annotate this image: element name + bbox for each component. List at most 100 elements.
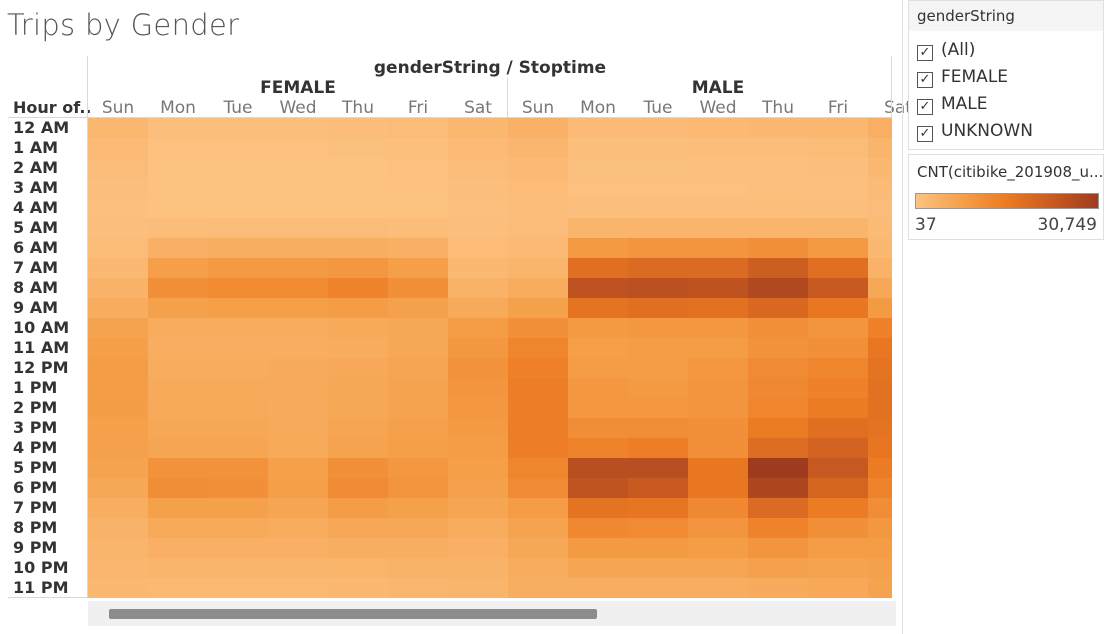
heatmap-cell[interactable] — [388, 298, 448, 318]
heatmap-cell[interactable] — [148, 498, 208, 518]
heatmap-cell[interactable] — [568, 438, 628, 458]
heatmap-cell[interactable] — [868, 398, 892, 418]
heatmap-cell[interactable] — [148, 278, 208, 298]
heatmap-cell[interactable] — [868, 238, 892, 258]
heatmap-grid[interactable] — [88, 118, 892, 598]
heatmap-cell[interactable] — [88, 578, 148, 598]
heatmap-cell[interactable] — [448, 158, 508, 178]
heatmap-cell[interactable] — [208, 538, 268, 558]
heatmap-cell[interactable] — [88, 378, 148, 398]
heatmap-cell[interactable] — [628, 538, 688, 558]
heatmap-cell[interactable] — [388, 418, 448, 438]
heatmap-cell[interactable] — [808, 458, 868, 478]
heatmap-cell[interactable] — [628, 518, 688, 538]
heatmap-cell[interactable] — [328, 318, 388, 338]
heatmap-cell[interactable] — [508, 318, 568, 338]
heatmap-cell[interactable] — [868, 338, 892, 358]
heatmap-cell[interactable] — [868, 538, 892, 558]
heatmap-cell[interactable] — [748, 538, 808, 558]
heatmap-cell[interactable] — [868, 498, 892, 518]
heatmap-cell[interactable] — [868, 458, 892, 478]
heatmap-cell[interactable] — [508, 118, 568, 138]
heatmap-cell[interactable] — [268, 198, 328, 218]
heatmap-cell[interactable] — [748, 478, 808, 498]
heatmap-cell[interactable] — [688, 238, 748, 258]
heatmap-cell[interactable] — [388, 238, 448, 258]
heatmap-cell[interactable] — [268, 398, 328, 418]
heatmap-cell[interactable] — [268, 258, 328, 278]
heatmap-cell[interactable] — [568, 418, 628, 438]
heatmap-cell[interactable] — [568, 258, 628, 278]
heatmap-cell[interactable] — [568, 518, 628, 538]
heatmap-cell[interactable] — [208, 338, 268, 358]
heatmap-cell[interactable] — [808, 438, 868, 458]
heatmap-cell[interactable] — [148, 538, 208, 558]
heatmap-cell[interactable] — [148, 178, 208, 198]
heatmap-cell[interactable] — [748, 458, 808, 478]
heatmap-cell[interactable] — [508, 558, 568, 578]
heatmap-cell[interactable] — [508, 418, 568, 438]
heatmap-cell[interactable] — [868, 118, 892, 138]
heatmap-cell[interactable] — [388, 278, 448, 298]
heatmap-cell[interactable] — [88, 198, 148, 218]
heatmap-cell[interactable] — [448, 518, 508, 538]
heatmap-cell[interactable] — [208, 218, 268, 238]
heatmap-cell[interactable] — [208, 478, 268, 498]
heatmap-cell[interactable] — [328, 438, 388, 458]
heatmap-cell[interactable] — [448, 498, 508, 518]
heatmap-cell[interactable] — [748, 218, 808, 238]
heatmap-cell[interactable] — [808, 118, 868, 138]
heatmap-cell[interactable] — [688, 298, 748, 318]
heatmap-cell[interactable] — [448, 398, 508, 418]
heatmap-cell[interactable] — [208, 458, 268, 478]
heatmap-cell[interactable] — [328, 558, 388, 578]
heatmap-cell[interactable] — [868, 358, 892, 378]
heatmap-cell[interactable] — [868, 558, 892, 578]
heatmap-cell[interactable] — [688, 158, 748, 178]
heatmap-cell[interactable] — [208, 318, 268, 338]
heatmap-cell[interactable] — [808, 258, 868, 278]
heatmap-cell[interactable] — [88, 318, 148, 338]
heatmap-cell[interactable] — [88, 358, 148, 378]
heatmap-cell[interactable] — [448, 478, 508, 498]
filter-item[interactable]: ✓ (All) — [917, 39, 975, 61]
heatmap-cell[interactable] — [148, 358, 208, 378]
heatmap-cell[interactable] — [448, 238, 508, 258]
heatmap-cell[interactable] — [688, 178, 748, 198]
heatmap-cell[interactable] — [628, 558, 688, 578]
heatmap-cell[interactable] — [88, 118, 148, 138]
heatmap-cell[interactable] — [148, 438, 208, 458]
filter-item[interactable]: ✓ FEMALE — [917, 66, 1008, 88]
heatmap-cell[interactable] — [808, 138, 868, 158]
heatmap-cell[interactable] — [688, 398, 748, 418]
heatmap-cell[interactable] — [268, 238, 328, 258]
heatmap-cell[interactable] — [148, 458, 208, 478]
heatmap-cell[interactable] — [508, 458, 568, 478]
heatmap-cell[interactable] — [388, 258, 448, 278]
heatmap-cell[interactable] — [808, 158, 868, 178]
heatmap-cell[interactable] — [88, 178, 148, 198]
heatmap-cell[interactable] — [268, 458, 328, 478]
heatmap-cell[interactable] — [688, 138, 748, 158]
heatmap-cell[interactable] — [508, 498, 568, 518]
heatmap-cell[interactable] — [748, 298, 808, 318]
heatmap-cell[interactable] — [148, 118, 208, 138]
heatmap-cell[interactable] — [808, 338, 868, 358]
heatmap-cell[interactable] — [268, 578, 328, 598]
heatmap-cell[interactable] — [628, 118, 688, 138]
heatmap-cell[interactable] — [868, 138, 892, 158]
heatmap-cell[interactable] — [568, 538, 628, 558]
heatmap-cell[interactable] — [268, 218, 328, 238]
heatmap-cell[interactable] — [328, 218, 388, 238]
heatmap-cell[interactable] — [868, 218, 892, 238]
heatmap-cell[interactable] — [88, 398, 148, 418]
heatmap-cell[interactable] — [88, 418, 148, 438]
checkbox-icon[interactable]: ✓ — [917, 45, 933, 61]
heatmap-cell[interactable] — [148, 378, 208, 398]
heatmap-cell[interactable] — [688, 478, 748, 498]
heatmap-cell[interactable] — [508, 138, 568, 158]
heatmap-cell[interactable] — [268, 178, 328, 198]
heatmap-cell[interactable] — [628, 478, 688, 498]
heatmap-cell[interactable] — [508, 438, 568, 458]
heatmap-cell[interactable] — [388, 578, 448, 598]
